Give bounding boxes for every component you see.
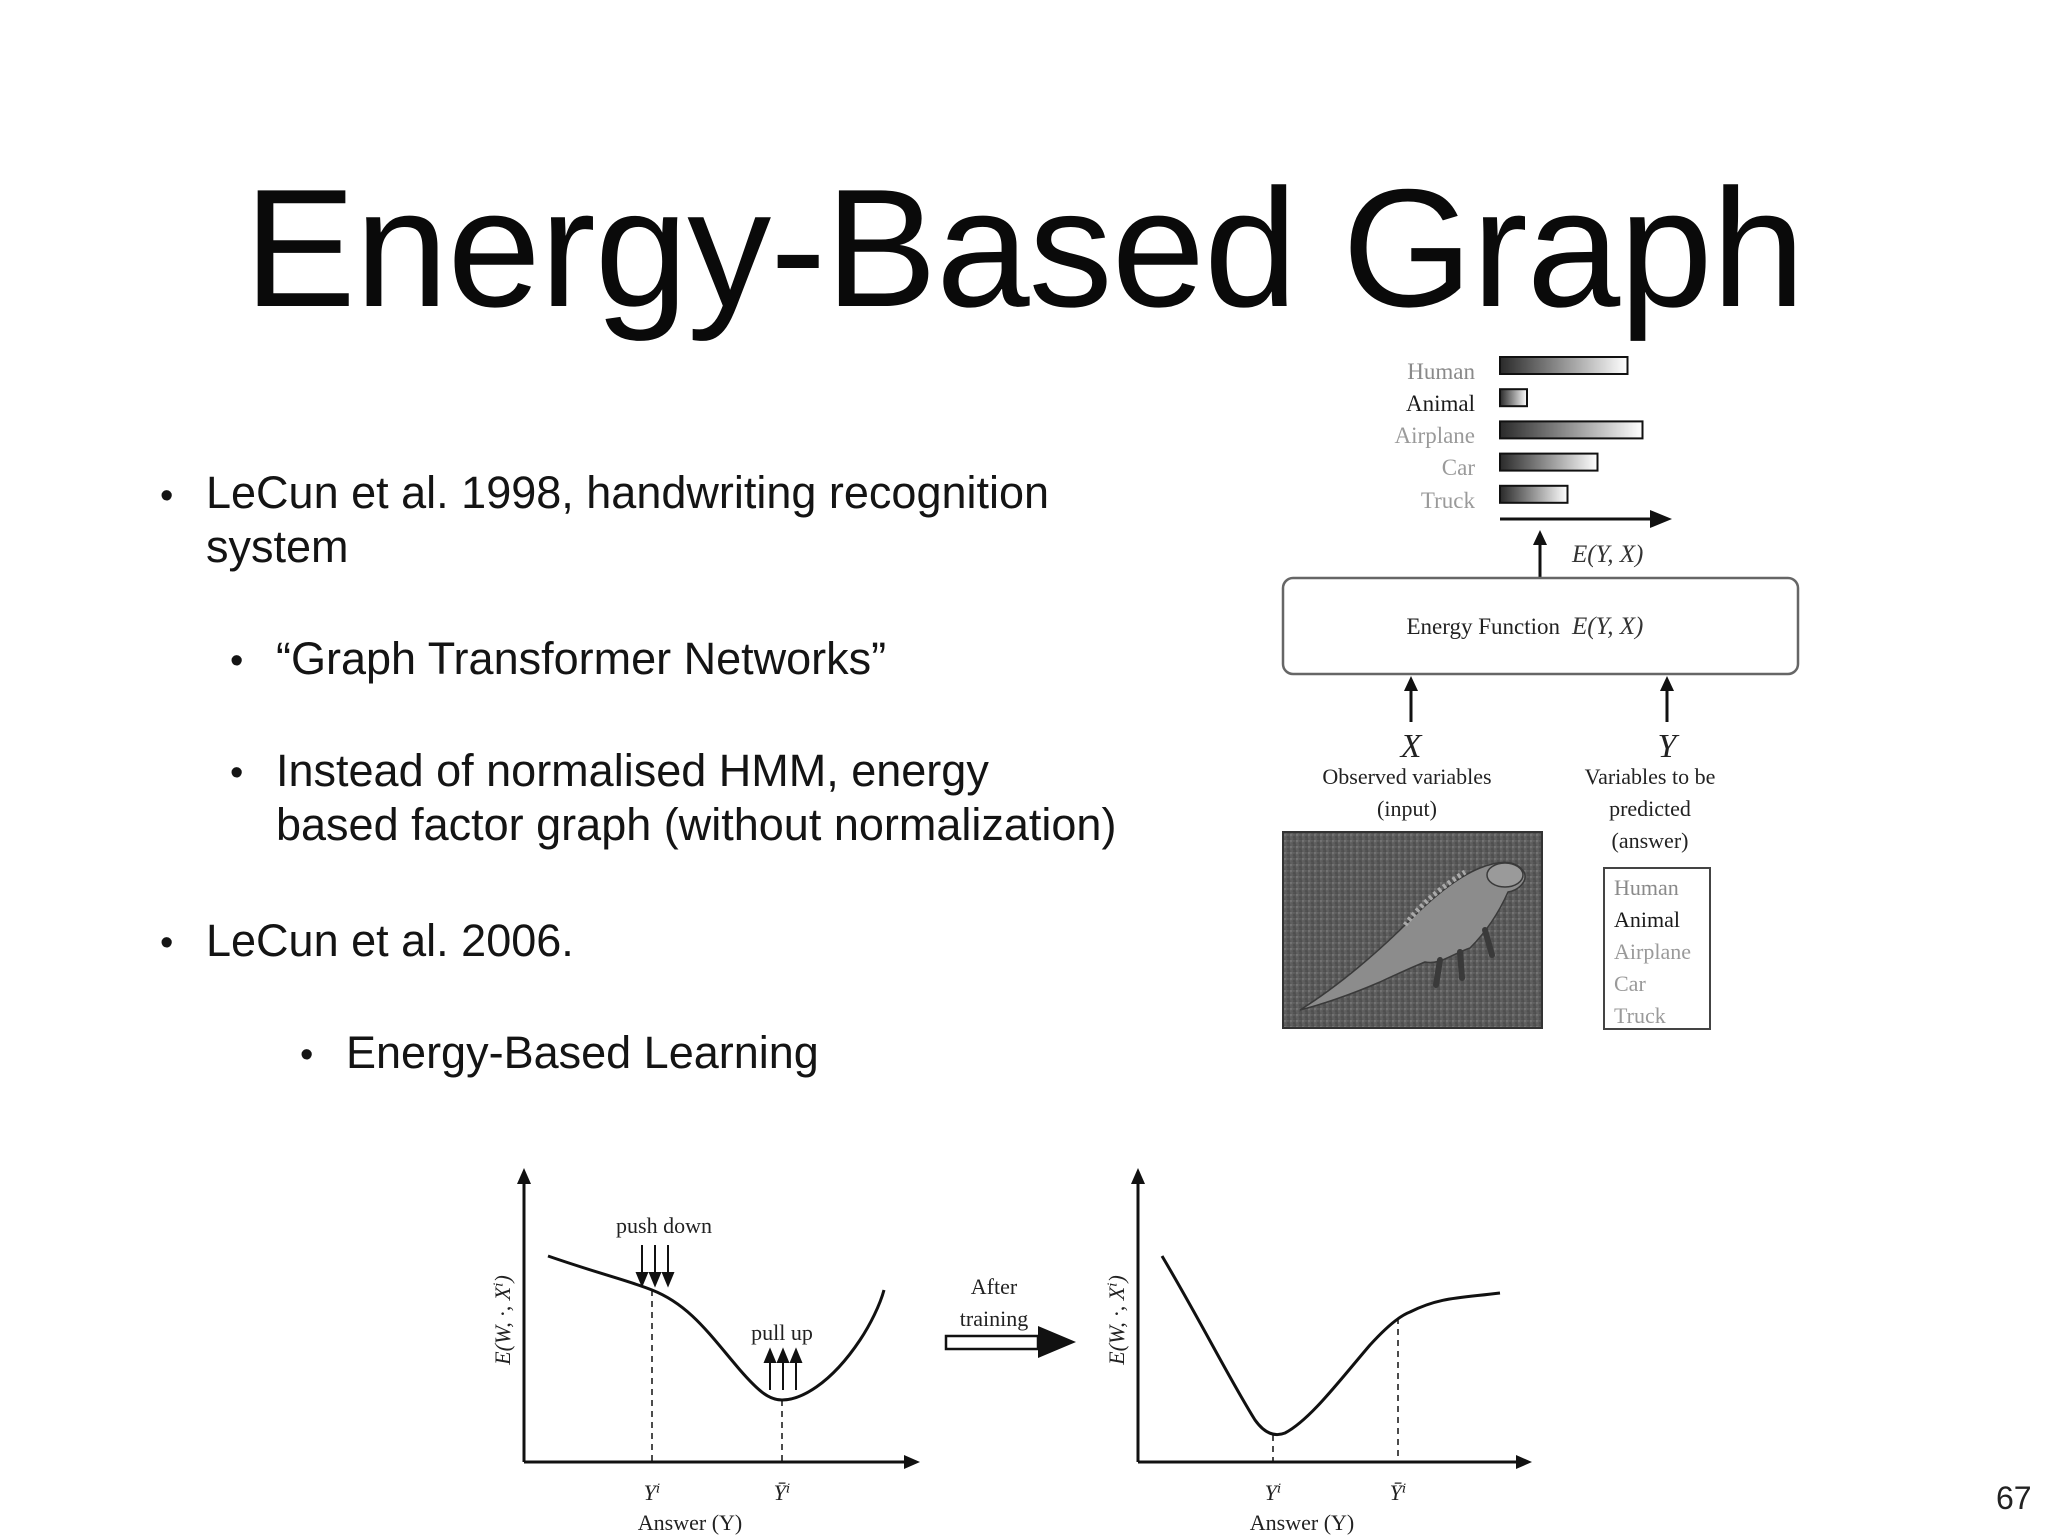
x-caption-line: Observed variables — [1322, 764, 1491, 789]
bullet-line: LeCun et al. 1998, handwriting recogniti… — [206, 467, 1050, 518]
answer-item-truck: Truck — [1614, 1003, 1666, 1028]
push-down-arrows — [635, 1245, 675, 1288]
energy-bar-truck — [1499, 484, 1569, 504]
push-down-label: push down — [616, 1213, 712, 1238]
plot-after-training: Yⁱ Ȳⁱ Answer (Y) E(W, ·, Xⁱ) — [1104, 1168, 1532, 1535]
bullet-line: system — [206, 521, 349, 572]
pull-up-label: pull up — [751, 1320, 813, 1345]
tick-yi: Yⁱ — [644, 1480, 661, 1505]
y-arrowhead — [1660, 676, 1674, 691]
bullet-dot: • — [160, 922, 174, 964]
energy-bar-airplane — [1499, 420, 1644, 440]
x-axis-arrowhead — [1516, 1455, 1532, 1469]
x-symbol: X — [1399, 728, 1423, 765]
bullet-item-3: Instead of normalised HMM, energy based … — [276, 744, 1116, 852]
bullet-item-4: LeCun et al. 2006. — [206, 914, 574, 968]
tick-ybar: Ȳⁱ — [1390, 1480, 1407, 1505]
bullet-line: based factor graph (without normalizatio… — [276, 799, 1117, 850]
energy-curve — [1160, 1255, 1501, 1437]
bar-label-car: Car — [1442, 455, 1476, 480]
bullet-line: Energy-Based Learning — [346, 1027, 819, 1078]
y-axis-label: E(W, ·, Xⁱ) — [1104, 1275, 1129, 1366]
energy-box-formula: E(Y, X) — [1571, 613, 1643, 640]
bullet-line: “Graph Transformer Networks” — [276, 633, 887, 684]
y-axis-label: E(W, ·, Xⁱ) — [490, 1275, 515, 1366]
y-caption-line: predicted — [1609, 796, 1691, 821]
x-axis-label: Answer (Y) — [1250, 1510, 1354, 1535]
energy-bar-animal — [1499, 388, 1528, 408]
x-caption-line: (input) — [1377, 796, 1437, 821]
x-axis-arrowhead — [904, 1455, 920, 1469]
answer-item-animal: Animal — [1614, 907, 1680, 932]
y-axis-arrowhead — [517, 1168, 531, 1184]
energy-box-label: Energy Function — [1406, 614, 1560, 639]
x-axis-label: Answer (Y) — [638, 1510, 742, 1535]
answer-item-human: Human — [1614, 875, 1679, 900]
bar-label-human: Human — [1407, 359, 1475, 384]
energy-bar-human — [1499, 356, 1629, 375]
plot-before-training: push down pull up Yⁱ Ȳⁱ Answer (Y) E(W, … — [490, 1168, 920, 1535]
page-number: 67 — [1996, 1480, 2032, 1516]
bullet-dot: • — [160, 475, 174, 517]
bullet-item-1: LeCun et al. 1998, handwriting recogniti… — [206, 466, 1049, 574]
bullet-line: Instead of normalised HMM, energy — [276, 745, 989, 796]
energy-axis-arrowhead — [1650, 510, 1672, 528]
bar-label-airplane: Airplane — [1395, 423, 1475, 448]
bar-label-animal: Animal — [1406, 391, 1475, 416]
bullet-line: LeCun et al. 2006. — [206, 915, 574, 966]
bullet-dot: • — [300, 1034, 314, 1076]
output-arrowhead — [1533, 530, 1547, 545]
after-training-arrow: After training — [944, 1274, 1076, 1358]
y-caption-line: Variables to be — [1585, 764, 1716, 789]
tick-yi: Yⁱ — [1265, 1480, 1282, 1505]
input-photo — [1282, 831, 1543, 1029]
bullet-dot: • — [230, 640, 244, 682]
answer-item-airplane: Airplane — [1614, 939, 1691, 964]
energy-bars — [1499, 356, 1644, 504]
answer-item-car: Car — [1614, 971, 1646, 996]
energy-output-label: E(Y, X) — [1571, 541, 1643, 568]
bullet-item-5: Energy-Based Learning — [346, 1026, 819, 1080]
bullet-item-2: “Graph Transformer Networks” — [276, 632, 886, 686]
bar-label-truck: Truck — [1421, 488, 1476, 513]
energy-bar-car — [1499, 452, 1599, 472]
energy-function-box — [1281, 576, 1800, 676]
y-axis-arrowhead — [1131, 1168, 1145, 1184]
energy-curve — [547, 1254, 886, 1402]
answer-list-box — [1603, 867, 1711, 1030]
tick-ybar: Ȳⁱ — [774, 1480, 791, 1505]
transition-label-line: After — [971, 1274, 1018, 1299]
y-caption-line: (answer) — [1612, 828, 1689, 853]
pull-up-arrows — [763, 1347, 803, 1390]
slide-title: Energy-Based Graph — [243, 154, 1805, 342]
y-symbol: Y — [1658, 728, 1680, 765]
x-arrowhead — [1404, 676, 1418, 691]
bullet-dot: • — [230, 752, 244, 794]
transition-label-line: training — [960, 1306, 1028, 1331]
